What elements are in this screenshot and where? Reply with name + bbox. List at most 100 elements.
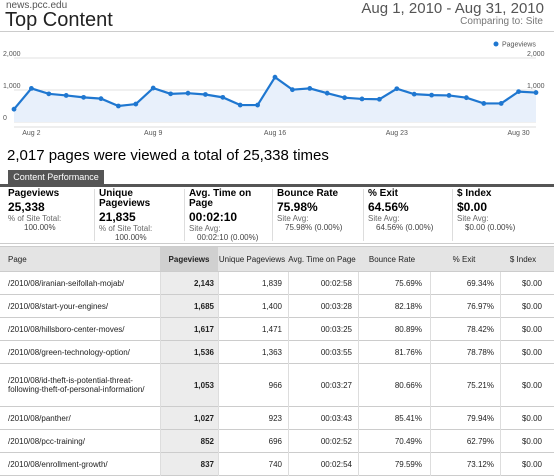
metric-sub-value: 100.00% bbox=[115, 233, 147, 242]
column-divider bbox=[500, 272, 501, 476]
page-link[interactable]: /2010/08/green-technology-option/ bbox=[8, 347, 130, 357]
cell-value: 1,400 bbox=[261, 301, 282, 311]
cell-value: 1,617 bbox=[160, 318, 218, 340]
metric-1: Unique Pageviews 21,835% of Site Total: 10… bbox=[99, 189, 184, 243]
cell-value: 75.21% bbox=[466, 380, 494, 390]
data-point bbox=[464, 95, 469, 101]
cell-value: 00:02:54 bbox=[320, 459, 352, 469]
x-tick-label: Aug 30 bbox=[508, 130, 530, 137]
cell-value: 80.66% bbox=[394, 380, 422, 390]
page-link[interactable]: /2010/08/start-your-engines/ bbox=[8, 301, 109, 311]
legend-swatch bbox=[493, 41, 499, 47]
column-header[interactable]: Pageviews bbox=[160, 247, 218, 271]
cell-value: 837 bbox=[160, 453, 218, 475]
column-header[interactable]: % Exit bbox=[452, 254, 476, 264]
metric-value: $0.00 bbox=[457, 200, 488, 214]
cell-value: $0.00 bbox=[521, 413, 542, 423]
tab-content-performance[interactable]: Content Performance bbox=[8, 170, 104, 184]
table-row: /2010/08/iranian-seifollah-mojab/2,143 1,… bbox=[0, 272, 554, 295]
cell-value: $0.00 bbox=[521, 324, 542, 334]
metric-2: Avg. Time on Page 00:02:10 Site Avg: 00:02:… bbox=[189, 189, 274, 243]
cell-value: 696 bbox=[268, 436, 282, 446]
cell-value: 00:02:58 bbox=[320, 278, 352, 288]
data-point bbox=[237, 102, 243, 108]
data-point bbox=[516, 89, 521, 94]
cell-value: 78.78% bbox=[466, 347, 494, 357]
cell-value: 79.94% bbox=[466, 413, 494, 423]
page-link[interactable]: /2010/08/enrollment-growth/ bbox=[8, 459, 108, 469]
metric-value: 75.98% bbox=[277, 200, 318, 214]
cell-value: 966 bbox=[268, 380, 282, 390]
table-row: /2010/08/pcc-training/852 696 00:02:52 70.4… bbox=[0, 430, 554, 453]
column-header[interactable]: $ Index bbox=[509, 254, 537, 264]
series-area bbox=[14, 77, 536, 122]
page-link[interactable]: /2010/08/pcc-training/ bbox=[8, 436, 85, 446]
cell-value: 923 bbox=[268, 413, 282, 423]
metric-value: 21,835 bbox=[99, 210, 136, 224]
column-divider bbox=[430, 272, 431, 476]
cell-value: 1,027 bbox=[160, 407, 218, 429]
page-link[interactable]: /2010/08/iranian-seifollah-mojab/ bbox=[8, 278, 125, 288]
metric-value: 64.56% bbox=[368, 200, 409, 214]
cell-value: 1,839 bbox=[261, 278, 282, 288]
cell-value: 82.18% bbox=[394, 301, 422, 311]
data-point bbox=[29, 86, 34, 91]
data-point bbox=[290, 87, 295, 93]
metric-divider bbox=[363, 189, 364, 241]
table-row: /2010/08/panther/1,027 923 00:03:43 85.41% 7… bbox=[0, 407, 554, 430]
data-point bbox=[150, 85, 156, 91]
cell-value: $0.00 bbox=[521, 459, 542, 469]
data-point bbox=[63, 93, 69, 98]
y-tick-label: 1,000 bbox=[527, 83, 545, 90]
report-header: news.pcc.edu Top Content Aug 1, 2010 - A… bbox=[0, 0, 554, 36]
metric-sub-label: Site Avg: bbox=[457, 214, 489, 223]
metric-divider bbox=[184, 189, 185, 241]
data-point bbox=[429, 92, 434, 98]
metric-5: $ Index $0.00 Site Avg: $0.00 (0.00%) bbox=[457, 189, 547, 243]
data-point bbox=[203, 92, 208, 97]
page-link[interactable]: /2010/08/hillsboro-center-moves/ bbox=[8, 324, 125, 334]
data-point bbox=[11, 106, 17, 112]
data-point bbox=[342, 95, 347, 101]
metric-3: Bounce Rate 75.98% Site Avg: 75.98% (0.00%) bbox=[277, 189, 362, 243]
table-row: /2010/08/id-theft-is-potential-threat-fo… bbox=[0, 364, 554, 407]
cell-value: 1,363 bbox=[261, 347, 282, 357]
data-point bbox=[498, 101, 504, 106]
column-divider bbox=[218, 272, 219, 476]
table-row: /2010/08/enrollment-growth/837 740 00:02:5… bbox=[0, 453, 554, 476]
data-point bbox=[324, 90, 330, 96]
data-point bbox=[81, 94, 86, 100]
cell-value: 00:03:43 bbox=[320, 413, 352, 423]
cell-value: 78.42% bbox=[466, 324, 494, 334]
column-divider bbox=[358, 272, 359, 476]
cell-value: 2,143 bbox=[160, 272, 218, 294]
tab-bar bbox=[0, 184, 554, 187]
column-header[interactable]: Unique Pageviews bbox=[218, 254, 286, 264]
cell-value: $0.00 bbox=[521, 436, 542, 446]
date-range[interactable]: Aug 1, 2010 - Aug 31, 2010 bbox=[361, 0, 544, 17]
cell-value: 81.76% bbox=[394, 347, 422, 357]
data-point bbox=[98, 96, 104, 102]
page-link[interactable]: /2010/08/id-theft-is-potential-threat-fo… bbox=[8, 376, 145, 394]
table-header: Page Pageviews Unique Pageviews Avg. Time o… bbox=[0, 246, 554, 272]
page-link[interactable]: /2010/08/panther/ bbox=[8, 413, 71, 423]
cell-value: 00:03:25 bbox=[320, 324, 352, 334]
metric-sub-label: % of Site Total: bbox=[99, 224, 153, 233]
x-tick-label: Aug 9 bbox=[144, 130, 162, 137]
metric-label: $ Index bbox=[457, 188, 492, 199]
metric-label: % Exit bbox=[368, 188, 399, 199]
metric-label: Bounce Rate bbox=[277, 188, 339, 199]
header-divider bbox=[0, 31, 554, 32]
metric-label: Unique Pageviews bbox=[99, 188, 151, 209]
x-tick-label: Aug 2 bbox=[22, 130, 40, 137]
metric-sub-label: % of Site Total: bbox=[8, 214, 62, 223]
data-point bbox=[481, 101, 487, 106]
data-point bbox=[272, 74, 278, 80]
column-header[interactable]: Avg. Time on Page bbox=[288, 254, 356, 264]
column-header[interactable]: Page bbox=[8, 254, 27, 264]
comparison-label: Comparing to: Site bbox=[460, 16, 543, 27]
data-point bbox=[185, 90, 191, 96]
metric-sub-label: Site Avg: bbox=[277, 214, 309, 223]
column-header[interactable]: Bounce Rate bbox=[368, 254, 416, 264]
